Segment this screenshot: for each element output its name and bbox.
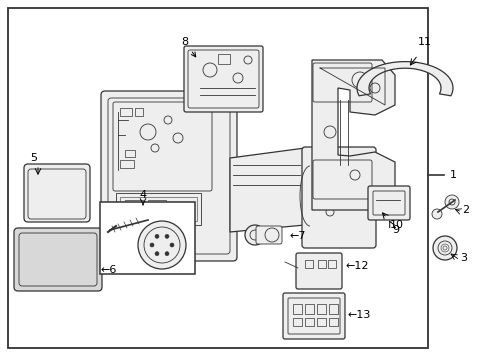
FancyBboxPatch shape [256,226,282,244]
Bar [148,200,166,214]
Circle shape [165,252,169,256]
Bar [218,54,230,64]
Bar [120,160,134,168]
Circle shape [350,170,360,180]
Text: ←6: ←6 [100,265,117,275]
FancyBboxPatch shape [283,293,345,339]
Bar [125,200,143,214]
Circle shape [203,63,217,77]
Circle shape [332,189,344,201]
Circle shape [140,124,156,140]
Text: 1: 1 [450,170,457,180]
Text: 4: 4 [140,190,147,200]
Text: 2: 2 [462,205,469,215]
Bar [293,304,302,314]
Circle shape [164,116,172,124]
Text: 5: 5 [30,153,37,163]
Bar [165,234,179,246]
Bar [116,193,201,225]
Bar [125,150,135,157]
Circle shape [325,165,335,175]
Circle shape [370,83,380,93]
Polygon shape [312,60,395,210]
Circle shape [233,73,243,83]
Bar [329,318,338,326]
Text: 10: 10 [390,220,404,230]
FancyBboxPatch shape [101,91,237,261]
Circle shape [449,199,455,205]
Circle shape [438,241,452,255]
Circle shape [346,201,354,209]
Circle shape [155,234,159,238]
Circle shape [144,227,180,263]
FancyBboxPatch shape [113,102,212,191]
Polygon shape [357,62,453,96]
Circle shape [250,230,260,240]
Bar [135,108,143,116]
FancyBboxPatch shape [24,164,90,222]
Bar [8,8,428,348]
Text: 3: 3 [460,253,467,263]
Circle shape [324,126,336,138]
Bar [317,318,326,326]
Circle shape [432,209,442,219]
Circle shape [165,234,169,238]
Text: 8: 8 [181,37,196,57]
FancyBboxPatch shape [14,228,102,291]
Bar [128,234,142,246]
Circle shape [445,195,459,209]
Bar [305,304,314,314]
Circle shape [326,208,334,216]
Bar [305,260,313,268]
Bar [293,318,302,326]
Circle shape [244,56,252,64]
FancyBboxPatch shape [302,147,376,248]
Text: ←13: ←13 [348,310,371,320]
FancyBboxPatch shape [184,46,263,112]
Circle shape [151,144,159,152]
FancyBboxPatch shape [368,186,410,220]
Bar [328,260,336,268]
Bar [305,318,314,326]
Circle shape [170,243,174,247]
Circle shape [245,225,265,245]
Text: ←12: ←12 [345,261,368,271]
Circle shape [155,252,159,256]
Circle shape [265,228,279,242]
Text: 9: 9 [392,225,399,235]
Text: 11: 11 [418,37,432,47]
Polygon shape [230,148,315,232]
Circle shape [150,243,154,247]
Bar [317,304,326,314]
Bar [120,197,197,221]
Circle shape [433,236,457,260]
Circle shape [138,221,186,269]
Bar [329,304,338,314]
Circle shape [352,72,368,88]
Bar [100,202,195,274]
Circle shape [344,174,352,182]
Text: ←7: ←7 [290,231,307,241]
Circle shape [173,133,183,143]
FancyBboxPatch shape [296,253,342,289]
Bar [120,108,132,116]
Bar [318,260,326,268]
